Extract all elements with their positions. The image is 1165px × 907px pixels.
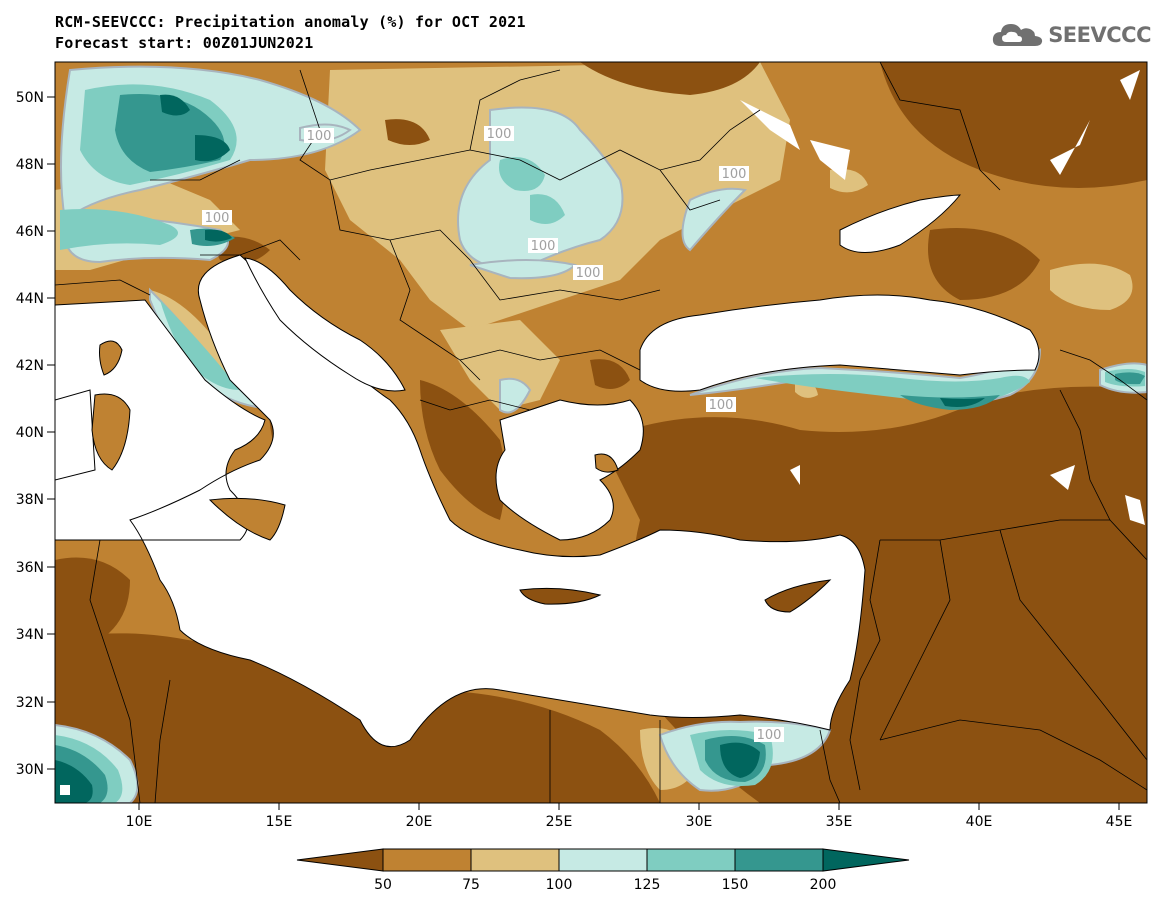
contour-label: 100 bbox=[202, 210, 232, 226]
svg-text:100: 100 bbox=[307, 129, 332, 144]
legend-tick-label: 100 bbox=[546, 877, 573, 893]
contour-label: 100 bbox=[484, 126, 514, 142]
contour-label: 100 bbox=[528, 238, 558, 254]
lesbos bbox=[594, 453, 619, 473]
lat-label: 30N bbox=[16, 762, 44, 778]
sicily bbox=[208, 497, 286, 541]
adriatic-sea bbox=[244, 257, 406, 392]
lon-label: 30E bbox=[686, 814, 713, 830]
lat-label: 44N bbox=[16, 291, 44, 307]
svg-text:100: 100 bbox=[531, 239, 556, 254]
lat-label: 46N bbox=[16, 224, 44, 240]
lat-label: 40N bbox=[16, 425, 44, 441]
missing-data-spots bbox=[60, 70, 1145, 795]
lat-label: 32N bbox=[16, 695, 44, 711]
svg-text:100: 100 bbox=[757, 728, 782, 743]
svg-text:100: 100 bbox=[205, 211, 230, 226]
sardinia bbox=[91, 393, 131, 471]
legend-tick-label: 75 bbox=[462, 877, 480, 893]
svg-text:100: 100 bbox=[487, 127, 512, 142]
contour-label: 100 bbox=[719, 166, 749, 182]
lon-label: 10E bbox=[126, 814, 153, 830]
aegean-sea bbox=[495, 399, 644, 541]
black-sea bbox=[639, 294, 1040, 392]
contour-label: 100 bbox=[754, 727, 784, 743]
lon-label: 20E bbox=[406, 814, 433, 830]
lon-label: 40E bbox=[966, 814, 993, 830]
legend-tick-label: 200 bbox=[810, 877, 837, 893]
contour-label: 100 bbox=[706, 397, 736, 413]
cyprus bbox=[764, 579, 832, 613]
longitude-axis: 10E 15E 20E 25E 30E 35E 40E 45E bbox=[126, 803, 1133, 830]
lat-label: 50N bbox=[16, 90, 44, 106]
logo-text: SEEVCCC bbox=[1048, 23, 1151, 47]
crete bbox=[519, 587, 602, 605]
lon-label: 45E bbox=[1106, 814, 1133, 830]
legend-swatch bbox=[734, 848, 824, 872]
crimea-sea-part bbox=[839, 194, 962, 253]
map-title: RCM-SEEVCCC: Precipitation anomaly (%) f… bbox=[55, 12, 526, 54]
islands bbox=[91, 340, 832, 613]
lon-label: 25E bbox=[546, 814, 573, 830]
legend-tick-label: 50 bbox=[374, 877, 392, 893]
country-borders bbox=[55, 62, 1147, 803]
svg-text:100: 100 bbox=[576, 266, 601, 281]
legend-swatch bbox=[646, 848, 736, 872]
colorbar-legend: 50 75 100 125 150 200 bbox=[296, 848, 910, 893]
lat-label: 36N bbox=[16, 560, 44, 576]
lat-label: 34N bbox=[16, 627, 44, 643]
legend-swatch bbox=[382, 848, 472, 872]
cloud-icon bbox=[993, 24, 1043, 46]
legend-tick-label: 150 bbox=[722, 877, 749, 893]
contour-label: 100 bbox=[573, 265, 603, 281]
contour-labels: 100 100 100 100 100 100 100 100 bbox=[202, 126, 784, 743]
legend-swatch bbox=[296, 848, 384, 872]
corsica bbox=[99, 340, 123, 376]
lon-label: 35E bbox=[826, 814, 853, 830]
lon-label: 15E bbox=[266, 814, 293, 830]
title-line-2: Forecast start: 00Z01JUN2021 bbox=[55, 34, 314, 52]
legend-tick-label: 125 bbox=[634, 877, 661, 893]
legend-swatch bbox=[822, 848, 910, 872]
sardinia-gap bbox=[55, 389, 96, 481]
legend-swatch bbox=[558, 848, 648, 872]
lat-label: 42N bbox=[16, 358, 44, 374]
title-line-1: RCM-SEEVCCC: Precipitation anomaly (%) f… bbox=[55, 13, 526, 31]
contour-label: 100 bbox=[304, 128, 334, 144]
latitude-axis: 50N 48N 46N 44N 42N 40N 38N 36N 34N 32N … bbox=[16, 90, 55, 778]
anomaly-map: 100 100 100 100 100 100 100 100 bbox=[55, 62, 1147, 803]
legend-swatch bbox=[470, 848, 560, 872]
lat-label: 48N bbox=[16, 157, 44, 173]
seevccc-logo: SEEVCCC bbox=[992, 20, 1151, 50]
lat-label: 38N bbox=[16, 492, 44, 508]
svg-text:100: 100 bbox=[722, 167, 747, 182]
sea-mask bbox=[55, 194, 1040, 748]
svg-text:100: 100 bbox=[709, 398, 734, 413]
